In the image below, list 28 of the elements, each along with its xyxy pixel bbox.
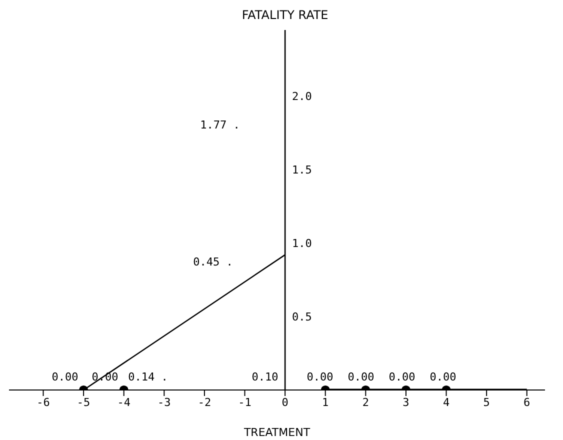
- x-tick-label: -5: [76, 396, 90, 409]
- y-axis-title: FATALITY RATE: [240, 8, 330, 22]
- annotation: 0.00: [430, 370, 456, 384]
- y-tick-label: 1.0: [292, 236, 312, 250]
- x-tick-label: 4: [442, 396, 450, 409]
- x-tick-label: 3: [402, 396, 410, 409]
- x-tick-label: -1: [238, 396, 252, 409]
- x-tick-label: 0: [282, 396, 288, 409]
- x-tick-label: 1: [322, 396, 329, 409]
- x-tick-label: -6: [36, 396, 50, 409]
- x-tick-label: -2: [198, 396, 212, 409]
- y-tick-label: 1.5: [292, 163, 312, 176]
- y-tick-label: 0.5: [292, 310, 312, 324]
- annotation: 0.00: [388, 370, 416, 384]
- annotation: 0.10: [252, 370, 278, 384]
- y-tick-label: 2.0: [292, 90, 312, 103]
- x-tick-label: 2: [362, 396, 369, 409]
- x-axis-title: TREATMENT: [242, 426, 310, 439]
- annotation: 0.00: [306, 370, 334, 384]
- annotation: 0.45 .: [193, 256, 233, 268]
- x-tick-label: 5: [483, 396, 490, 409]
- x-tick-label: -4: [117, 396, 131, 409]
- annotation: 0.14 .: [128, 370, 168, 384]
- annotation: 0.00: [348, 370, 374, 384]
- x-tick-label: 6: [524, 396, 530, 409]
- annotation: 0.00: [52, 370, 78, 384]
- x-tick-label: -3: [158, 396, 171, 409]
- annotation: 1.77 .: [200, 118, 240, 132]
